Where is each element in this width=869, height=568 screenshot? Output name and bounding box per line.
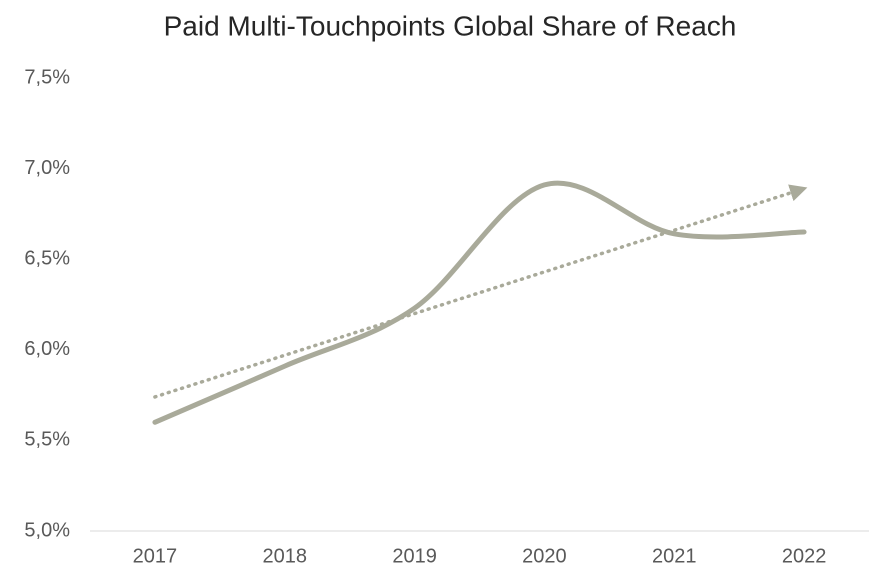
- y-tick-label: 6,0%: [24, 338, 70, 360]
- y-tick-label: 7,5%: [24, 66, 70, 88]
- x-tick-label: 2020: [522, 545, 567, 567]
- series-line: [152, 180, 807, 425]
- y-tick-label: 6,5%: [24, 247, 70, 269]
- y-tick-label: 5,5%: [24, 429, 70, 451]
- x-tick-label: 2022: [782, 545, 827, 567]
- x-tick-label: 2018: [263, 545, 308, 567]
- chart-title: Paid Multi-Touchpoints Global Share of R…: [164, 10, 737, 41]
- y-tick-label: 5,0%: [24, 519, 70, 541]
- y-tick-label: 7,0%: [24, 157, 70, 179]
- x-tick-label: 2017: [133, 545, 178, 567]
- trend-line: [153, 184, 808, 399]
- x-tick-label: 2019: [392, 545, 437, 567]
- x-tick-label: 2021: [652, 545, 697, 567]
